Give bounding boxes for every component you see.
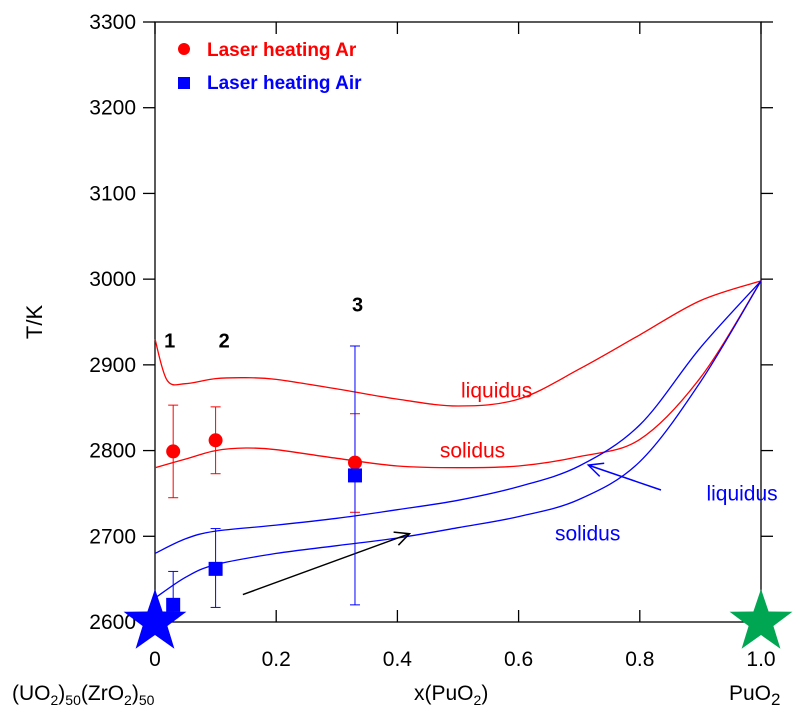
x-tick-label-5: 1.0 <box>746 648 775 671</box>
legend: Laser heating Ar Laser heating Air <box>178 40 362 94</box>
label-blue-solidus: solidus <box>555 523 620 546</box>
x-tick-label-1: 0.2 <box>262 648 291 671</box>
plot-frame <box>155 22 761 622</box>
legend-ar-label: Laser heating Ar <box>207 40 357 61</box>
air-point-0 <box>166 598 180 612</box>
y-tick-label-6: 3200 <box>89 97 136 120</box>
label-1: 1 <box>164 331 175 353</box>
x-label-left: (UO2)50(ZrO2)50 <box>12 682 155 708</box>
legend-air-label: Laser heating Air <box>207 73 362 94</box>
data-points <box>166 433 362 612</box>
air-point-1 <box>209 562 223 576</box>
ar-point-2 <box>348 456 362 470</box>
black-arrow-shaft <box>243 534 410 595</box>
green-star <box>730 589 793 649</box>
ar-point-0 <box>166 444 180 458</box>
air-point-2 <box>348 468 362 482</box>
y-tick-label-7: 3300 <box>89 11 136 34</box>
x-tick-label-4: 0.8 <box>625 648 654 671</box>
y-tick-label-4: 3000 <box>89 268 136 291</box>
blue-liquidus-curve <box>155 281 761 554</box>
ar-point-1 <box>209 433 223 447</box>
legend-air-marker <box>178 77 190 89</box>
axis-ticks: 0 0.2 0.4 0.6 0.8 1.0260027002800290030003100… <box>89 11 775 671</box>
label-2: 2 <box>219 331 230 353</box>
error-bars <box>168 346 360 618</box>
x-tick-label-0: 0 <box>149 648 161 671</box>
x-tick-label-2: 0.4 <box>383 648 413 671</box>
label-red-solidus: solidus <box>440 439 505 462</box>
y-tick-label-1: 2700 <box>89 525 136 548</box>
y-tick-label-5: 3100 <box>89 182 136 205</box>
x-axis-label: x(PuO2) <box>414 682 488 708</box>
x-tick-label-3: 0.6 <box>504 648 533 671</box>
y-tick-label-3: 2900 <box>89 354 136 377</box>
label-3: 3 <box>352 295 363 317</box>
legend-ar-marker <box>178 43 190 55</box>
label-blue-liquidus: liquidus <box>706 482 777 505</box>
y-axis-label: T/K <box>22 305 47 340</box>
x-label-right: PuO2 <box>729 682 781 709</box>
blue-arrow-shaft <box>588 465 661 490</box>
star-markers <box>124 589 793 649</box>
label-red-liquidus: liquidus <box>461 379 532 402</box>
y-tick-label-2: 2800 <box>89 440 136 463</box>
text-annotations: 1 2 3 liquidus solidus liquidus solidus <box>164 295 778 546</box>
